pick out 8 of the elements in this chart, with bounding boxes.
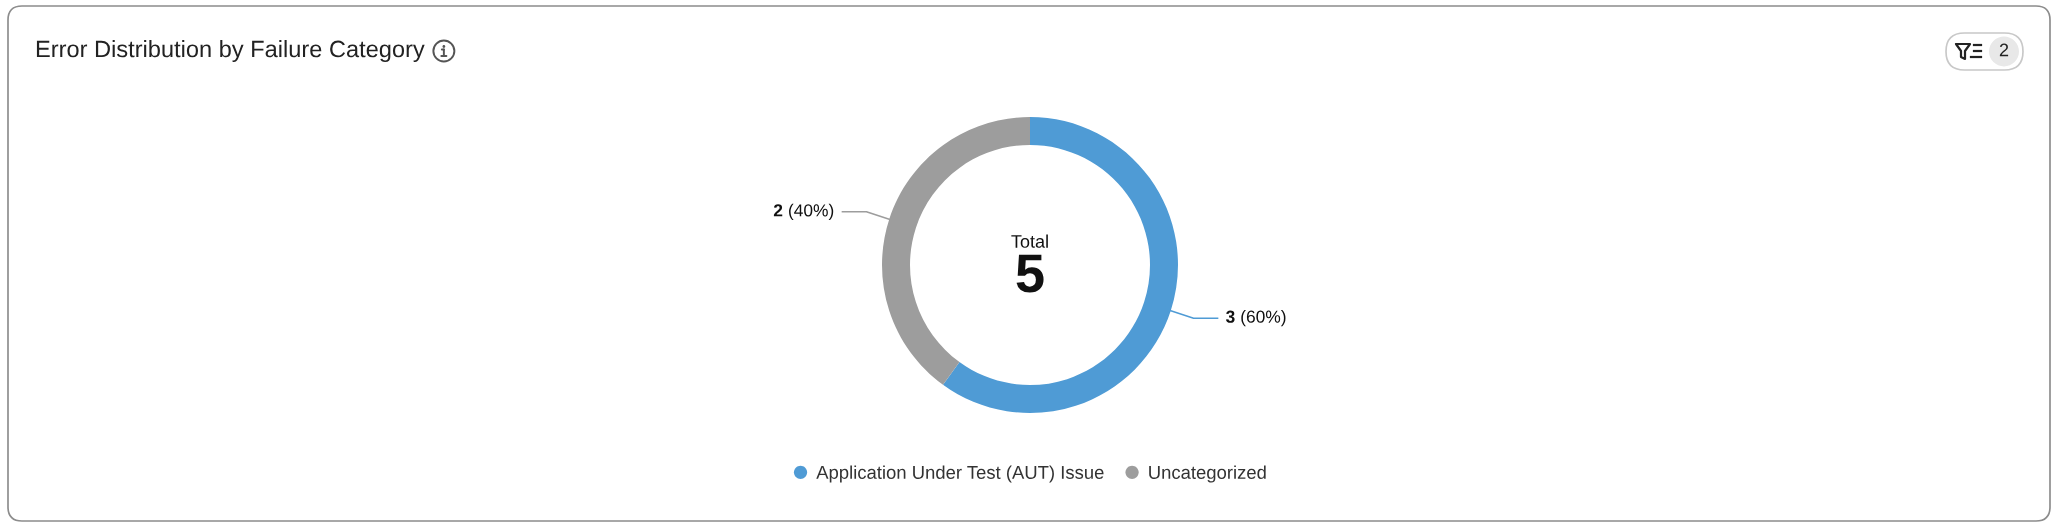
legend-label: Uncategorized — [1149, 465, 1266, 483]
text: Total — [1011, 234, 1048, 248]
legend-label: Application Under Test (AUT) Issue — [816, 465, 1104, 483]
text: 2 — [1999, 43, 2009, 57]
text: 5 — [1016, 254, 1044, 293]
text: Error Distribution by Failure Category — [36, 40, 425, 62]
data-label: 3 (60%) — [1225, 310, 1286, 327]
data-label: 2 (40%) — [773, 203, 834, 220]
